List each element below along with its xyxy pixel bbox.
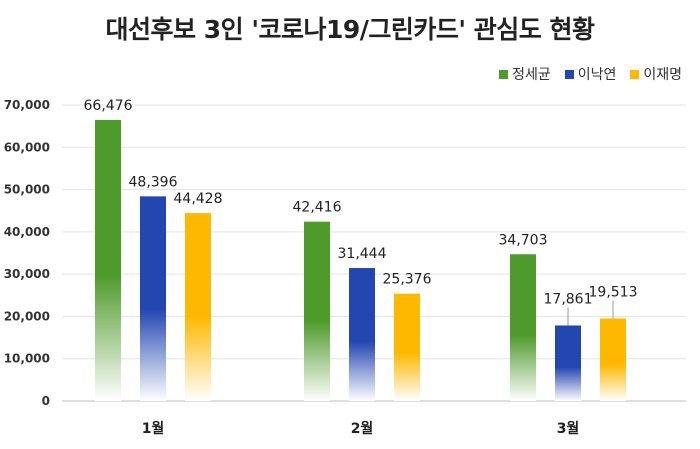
chart-title: 대선후보 3인 '코로나19/그린카드' 관심도 현황 [105,15,595,44]
legend-label-series-1: 정세균 [512,67,551,83]
legend-swatch-series-2 [564,69,574,79]
legend-item-series-1: 정세균 [499,64,551,84]
legend: 정세균 이낙연 이재명 [499,64,682,84]
y-tick-label: 10,000 [4,352,50,366]
legend-label-series-3: 이재명 [643,67,682,83]
data-label: 31,444 [338,246,387,262]
data-label: 17,861 [544,291,593,307]
bar-2-1 [140,196,166,401]
bar-3-2 [394,293,420,401]
data-label: 34,703 [499,232,548,248]
bar-2-3 [555,325,581,401]
y-tick-label: 60,000 [4,140,50,154]
data-label: 42,416 [293,200,342,216]
legend-swatch-series-1 [499,69,509,79]
y-axis-ticks: 0 10,000 20,000 30,000 40,000 50,000 60,000 70,… [4,98,50,408]
y-tick-label: 50,000 [4,183,50,197]
legend-item-series-3: 이재명 [630,64,682,84]
x-tick-label: 3월 [557,420,580,437]
data-label: 48,396 [129,174,178,190]
legend-swatch-series-3 [630,69,640,79]
data-label: 19,513 [589,284,638,300]
bar-2-2 [349,268,375,401]
bar-3-3 [600,318,626,401]
bar-1-1 [95,119,121,401]
legend-item-series-2: 이낙연 [564,64,617,84]
x-tick-label: 1월 [142,420,165,437]
legend-label-series-2: 이낙연 [577,67,617,83]
x-axis-ticks: 1월 2월 3월 [142,420,580,437]
y-tick-label: 20,000 [4,309,50,323]
bar-1-2 [304,221,330,401]
y-tick-label: 0 [42,394,50,408]
y-tick-label: 40,000 [4,225,50,239]
x-tick-label: 2월 [351,420,374,437]
data-label: 44,428 [174,191,223,207]
bars [95,119,626,401]
y-tick-label: 30,000 [4,267,50,281]
bar-3-1 [185,213,211,401]
data-label: 66,476 [84,98,133,114]
bar-1-3 [510,254,536,401]
y-tick-label: 70,000 [4,98,50,112]
data-label: 25,376 [383,272,432,288]
